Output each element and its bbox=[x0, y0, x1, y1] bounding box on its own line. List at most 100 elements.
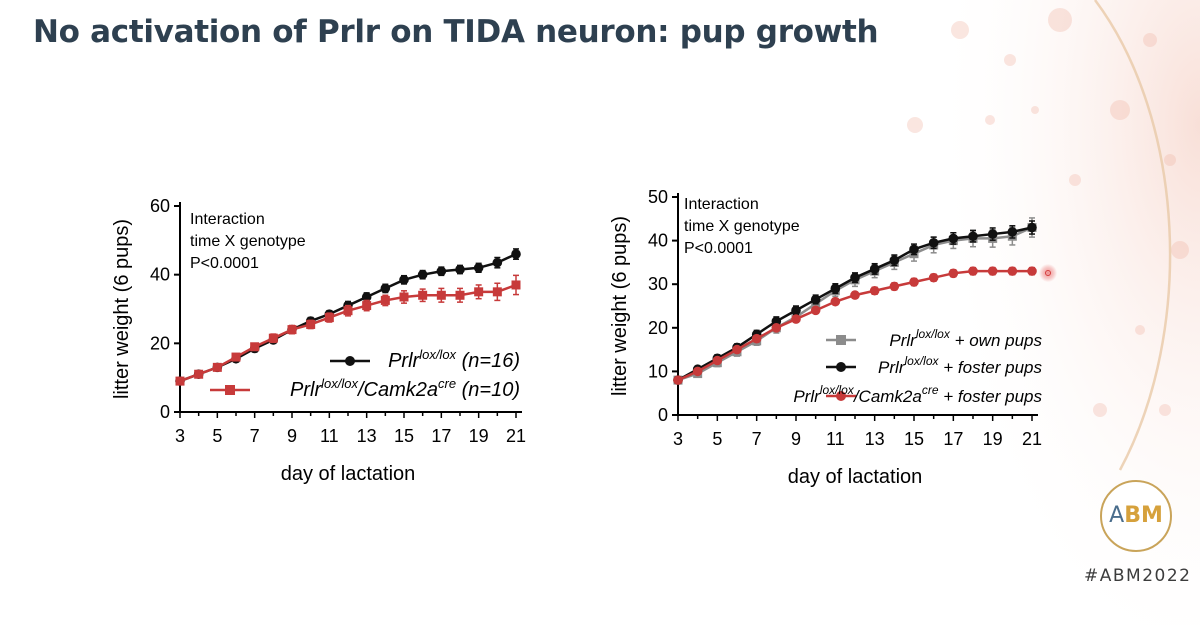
left-data-point bbox=[511, 249, 521, 259]
right-data-point bbox=[810, 305, 821, 316]
right-data-point bbox=[948, 268, 959, 279]
left-data-point bbox=[250, 342, 260, 352]
right-data-point bbox=[928, 237, 939, 248]
right-legend-label: Prlrlox/lox + foster pups bbox=[878, 354, 1042, 377]
left-data-point bbox=[436, 266, 447, 277]
right-data-point bbox=[909, 244, 919, 255]
left-data-point bbox=[455, 264, 465, 275]
right-x-tick-label: 3 bbox=[673, 429, 683, 449]
right-y-tick-label: 40 bbox=[648, 231, 668, 251]
right-data-point bbox=[968, 231, 978, 242]
left-data-point bbox=[362, 301, 372, 311]
left-data-point bbox=[361, 292, 372, 302]
right-y-tick-label: 0 bbox=[658, 405, 668, 425]
right-data-point bbox=[712, 355, 723, 366]
right-x-tick-label: 19 bbox=[983, 429, 1003, 449]
right-data-point bbox=[869, 285, 880, 296]
left-x-tick-label: 21 bbox=[506, 426, 526, 446]
right-data-point bbox=[850, 290, 860, 300]
left-data-point bbox=[492, 257, 503, 268]
left-x-tick-label: 11 bbox=[320, 426, 339, 446]
left-data-point bbox=[492, 287, 502, 297]
left-data-point bbox=[212, 362, 222, 372]
right-data-point bbox=[987, 229, 998, 239]
right-x-tick-label: 11 bbox=[826, 429, 845, 449]
right-x-tick-label: 9 bbox=[791, 429, 801, 449]
laser-pointer-dot bbox=[1039, 264, 1057, 282]
right-x-tick-label: 21 bbox=[1022, 429, 1042, 449]
right-x-tick-label: 17 bbox=[943, 429, 963, 449]
right-data-point bbox=[791, 305, 801, 316]
left-data-point bbox=[343, 306, 353, 316]
left-x-tick-label: 3 bbox=[175, 426, 185, 446]
right-data-point bbox=[732, 344, 742, 355]
left-data-point bbox=[231, 352, 241, 362]
right-data-point bbox=[830, 283, 841, 294]
right-x-axis-label: day of lactation bbox=[788, 466, 923, 488]
right-y-tick-label: 20 bbox=[648, 318, 668, 338]
left-data-point bbox=[399, 275, 409, 285]
right-data-point bbox=[1007, 227, 1018, 237]
left-data-point bbox=[306, 319, 316, 329]
left-x-tick-label: 7 bbox=[250, 426, 260, 446]
left-y-tick-label: 20 bbox=[150, 333, 170, 353]
right-series-2 bbox=[673, 266, 1037, 385]
left-x-tick-label: 17 bbox=[431, 426, 451, 446]
right-y-axis-label: litter weight (6 pups) bbox=[609, 216, 631, 396]
left-legend-label: Prlrlox/lox/Camk2acre (n=10) bbox=[290, 376, 520, 401]
left-x-tick-label: 5 bbox=[212, 426, 222, 446]
left-y-tick-label: 0 bbox=[160, 402, 170, 422]
right-data-point bbox=[1027, 266, 1037, 276]
right-data-point bbox=[1007, 266, 1018, 276]
left-y-axis-label: litter weight (6 pups) bbox=[111, 219, 133, 399]
left-x-tick-label: 19 bbox=[469, 426, 489, 446]
left-legend-label: Prlrlox/lox (n=16) bbox=[388, 347, 520, 372]
left-data-point bbox=[175, 376, 185, 386]
right-data-point bbox=[968, 266, 978, 276]
right-data-point bbox=[889, 255, 900, 266]
right-data-point bbox=[1027, 222, 1037, 233]
left-data-point bbox=[287, 325, 297, 335]
right-legend-marker bbox=[836, 335, 846, 345]
right-data-point bbox=[889, 281, 900, 292]
left-annotation-line: Interaction bbox=[190, 211, 265, 228]
right-data-point bbox=[673, 375, 683, 385]
right-legend-marker bbox=[836, 391, 846, 401]
right-legend-label: Prlrlox/lox/Camk2acre + foster pups bbox=[793, 383, 1042, 406]
right-data-point bbox=[771, 323, 782, 333]
right-annotation-line: Interaction bbox=[684, 196, 759, 213]
left-data-point bbox=[380, 295, 390, 305]
right-x-tick-label: 7 bbox=[752, 429, 762, 449]
right-data-point bbox=[909, 277, 919, 287]
left-data-point bbox=[399, 292, 409, 302]
right-annotation-line: time X genotype bbox=[684, 218, 800, 235]
left-data-point bbox=[455, 290, 465, 300]
left-annotation-line: P<0.0001 bbox=[190, 255, 259, 272]
left-data-point bbox=[268, 333, 278, 343]
right-data-point bbox=[830, 296, 841, 307]
left-y-tick-label: 40 bbox=[150, 265, 170, 285]
left-series-1 bbox=[175, 274, 521, 386]
left-data-point bbox=[473, 263, 484, 273]
right-x-tick-label: 13 bbox=[865, 429, 885, 449]
hashtag-label: #ABM2022 bbox=[1084, 566, 1192, 586]
right-data-point bbox=[928, 272, 939, 283]
right-x-tick-label: 15 bbox=[904, 429, 924, 449]
left-data-point bbox=[324, 313, 334, 323]
right-y-tick-label: 10 bbox=[648, 361, 668, 381]
left-x-tick-label: 9 bbox=[287, 426, 297, 446]
left-legend-marker bbox=[345, 356, 355, 366]
right-y-tick-label: 50 bbox=[648, 187, 668, 207]
left-x-tick-label: 13 bbox=[357, 426, 377, 446]
left-data-point bbox=[418, 290, 428, 300]
left-data-point bbox=[474, 287, 484, 297]
right-legend-marker bbox=[836, 362, 846, 372]
left-data-point bbox=[380, 283, 391, 294]
abm-logo: ABM bbox=[1100, 480, 1172, 552]
left-data-point bbox=[194, 369, 204, 379]
right-data-point bbox=[751, 333, 762, 344]
slide-title: No activation of Prlr on TIDA neuron: pu… bbox=[33, 14, 879, 50]
